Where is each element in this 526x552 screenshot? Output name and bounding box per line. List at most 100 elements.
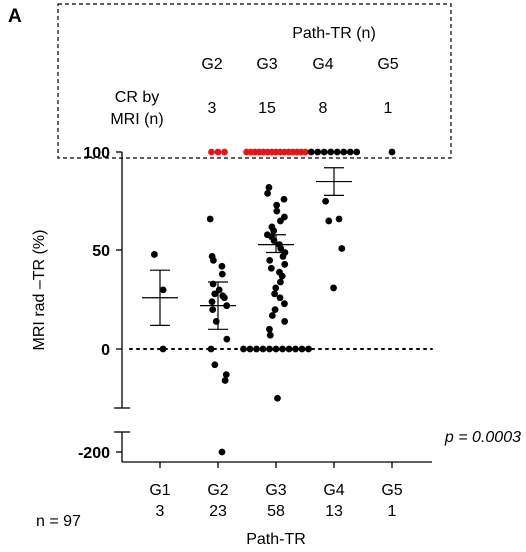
data-point [212, 318, 220, 325]
y-tick-label: 0 [101, 342, 110, 359]
data-point-cr [340, 148, 348, 156]
data-point [253, 345, 260, 353]
data-point [266, 331, 274, 339]
data-point [218, 270, 226, 278]
data-point [240, 345, 247, 353]
data-point [335, 215, 343, 223]
data-point-cr [302, 148, 309, 156]
inset-count: 3 [208, 100, 217, 117]
data-point [305, 345, 312, 353]
data-point [338, 245, 346, 252]
data-point [266, 256, 274, 264]
data-point-cr [314, 148, 322, 156]
data-point [208, 298, 216, 306]
y-tick-label: 100 [83, 145, 110, 162]
y-axis-title: MRI rad –TR (%) [31, 230, 48, 351]
data-point-cr [388, 148, 396, 156]
x-tick-label: G1 [149, 482, 170, 499]
x-tick-label: G4 [323, 482, 344, 499]
data-point [273, 207, 281, 215]
inset-title: Path-TR (n) [292, 25, 376, 42]
x-tick-label: G2 [207, 482, 228, 499]
data-point [322, 197, 329, 205]
data-point-cr [346, 148, 354, 156]
data-point [271, 306, 279, 313]
data-point [281, 300, 288, 308]
x-tick-label: G5 [381, 482, 402, 499]
data-point [276, 294, 284, 302]
data-point-cr [320, 148, 328, 156]
data-point [272, 284, 280, 292]
data-point [264, 189, 271, 197]
data-point [272, 345, 280, 353]
data-point [270, 227, 278, 235]
x-category-n: 58 [267, 503, 285, 520]
data-point [209, 306, 217, 313]
data-point [246, 345, 254, 353]
x-category-n: 3 [156, 503, 165, 520]
data-point [222, 371, 230, 379]
n-total-label: n = 97 [36, 513, 81, 530]
data-point [277, 217, 284, 225]
inset-border [57, 3, 452, 159]
data-point-cr [353, 148, 361, 156]
data-point [223, 335, 231, 343]
data-point [206, 215, 214, 223]
data-point [218, 262, 226, 270]
data-point [277, 278, 284, 286]
x-axis: G1 G2 G3 G4 G5 3 23 58 13 1 Path-TR [122, 461, 432, 548]
data-point [271, 290, 278, 298]
data-point [211, 361, 219, 369]
x-tick-label: G3 [265, 482, 286, 499]
inset-row-label-line: MRI (n) [110, 111, 163, 128]
data-point [281, 318, 289, 325]
data-point-cr [333, 148, 341, 156]
p-value-label: p = 0.0003 [444, 429, 521, 446]
data-point [265, 184, 273, 191]
data-point [218, 448, 226, 456]
data-point [220, 294, 228, 302]
data-point [330, 284, 337, 292]
x-axis-title: Path-TR [246, 531, 306, 548]
data-point [207, 345, 215, 353]
data-point-cr [307, 148, 315, 156]
data-point-cr [327, 148, 335, 156]
data-point [273, 201, 281, 209]
data-point [280, 195, 288, 203]
y-tick-label: -200 [78, 445, 110, 462]
inset-count: 15 [258, 100, 276, 117]
data-point [159, 345, 167, 353]
data-point-cr [208, 148, 215, 156]
y-tick-label: 50 [92, 243, 110, 260]
data-point [159, 286, 167, 294]
x-category-n: 23 [209, 503, 227, 520]
data-point [274, 394, 281, 402]
data-point [268, 312, 276, 319]
panel-label: A [8, 6, 22, 27]
data-point [150, 251, 158, 258]
data-point [266, 325, 273, 333]
y-axis: 100 50 0 -200 MRI rad –TR (%) [31, 145, 130, 462]
x-category-n: 1 [388, 503, 397, 520]
data-point [325, 217, 333, 225]
data-point [281, 260, 289, 268]
data-point [266, 345, 273, 353]
data-point [221, 377, 229, 384]
inset-count: 8 [319, 100, 328, 117]
data-point [211, 290, 219, 298]
data-point [279, 345, 286, 353]
data-point [278, 272, 286, 280]
data-point [279, 253, 287, 260]
data-point [210, 256, 217, 264]
data-point [285, 345, 293, 353]
data-point-cr [214, 148, 222, 156]
data-point [298, 345, 306, 353]
plot-area [142, 148, 396, 456]
data-point-cr [221, 148, 228, 156]
inset-box: Path-TR (n) G2 G3 G4 G5 CR by MRI (n) 3 … [57, 3, 452, 159]
inset-group-label: G5 [377, 56, 398, 73]
data-point [259, 345, 267, 353]
data-point [292, 345, 299, 353]
inset-count: 1 [384, 100, 393, 117]
